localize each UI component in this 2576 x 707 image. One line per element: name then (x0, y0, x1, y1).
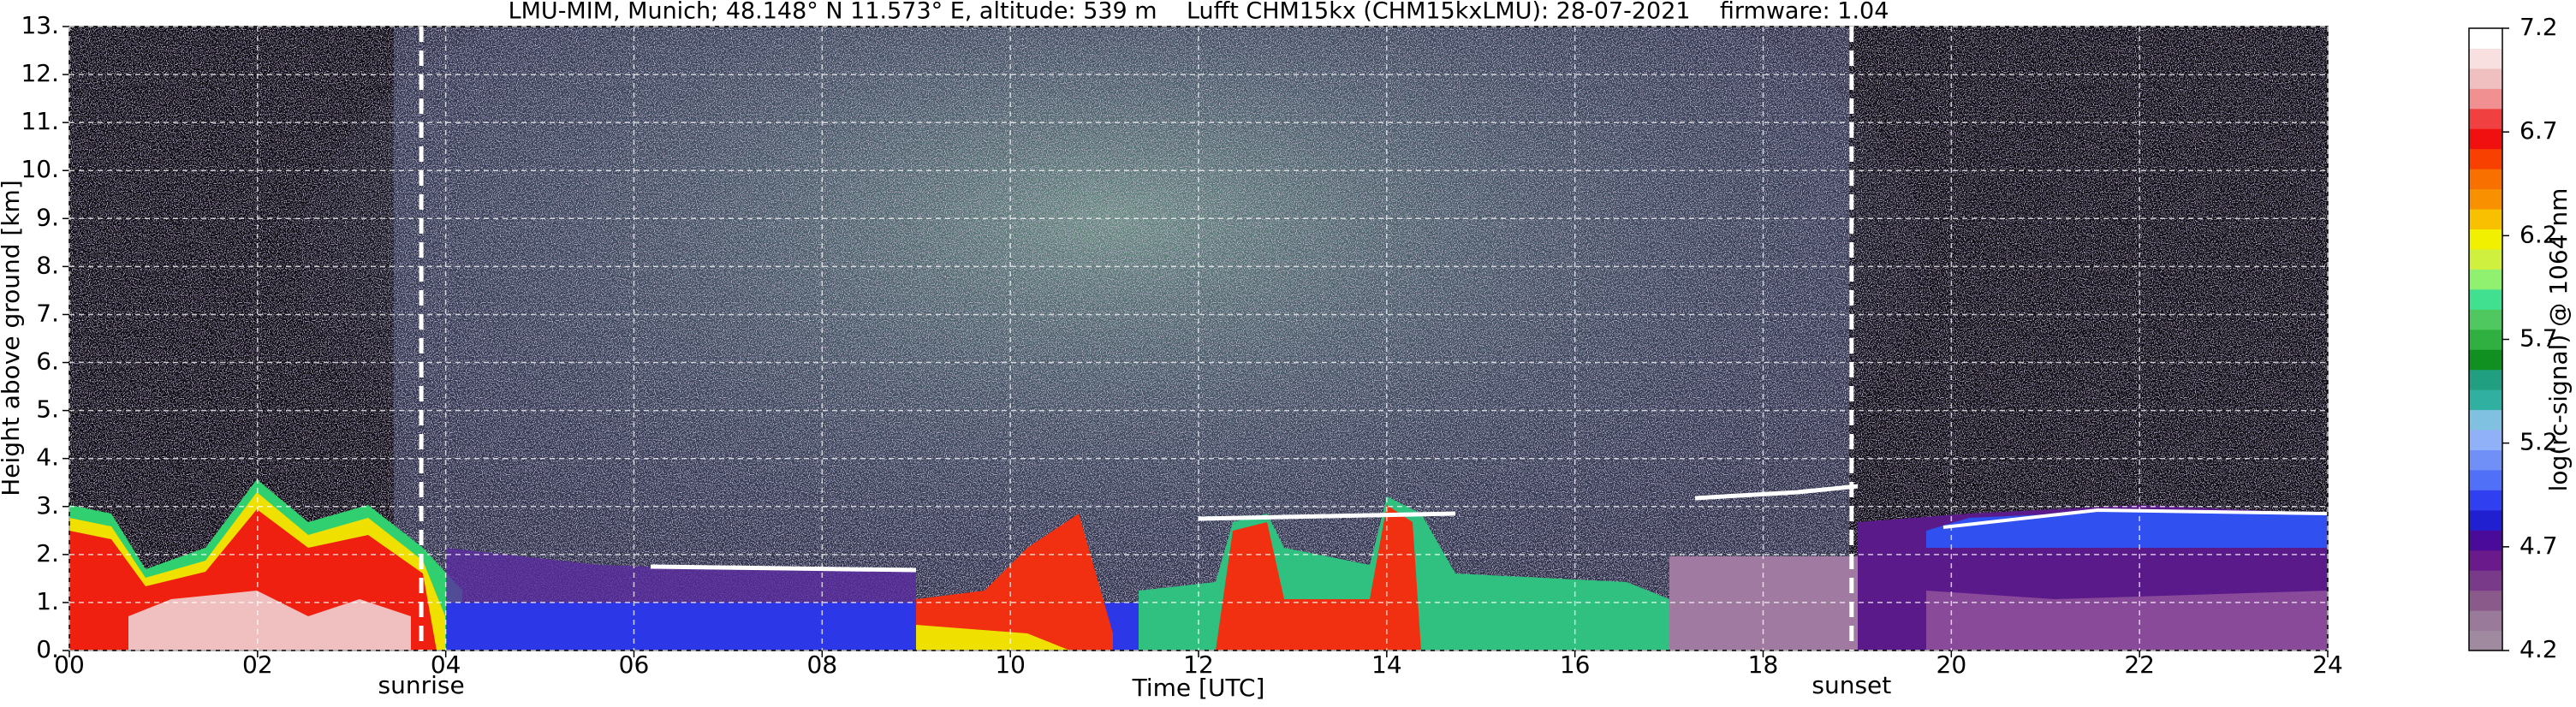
colorbar-segment (2469, 309, 2502, 330)
colorbar-segment (2469, 28, 2502, 49)
y-tick-label: 13. (21, 11, 59, 39)
x-tick-label: 12 (1183, 651, 1214, 679)
colorbar-segment (2469, 550, 2502, 571)
annotation-label: sunrise (378, 671, 464, 699)
colorbar-tick-label: 6.2 (2519, 220, 2558, 248)
colorbar-label: log(rc-signal) @ 1064 nm (2544, 188, 2573, 492)
y-tick-label: 11. (21, 107, 59, 135)
colorbar-segment (2469, 630, 2502, 651)
colorbar-segment (2469, 469, 2502, 490)
x-tick-label: 00 (54, 651, 85, 679)
y-tick-label: 0. (36, 635, 59, 663)
y-tick-label: 9. (36, 203, 59, 231)
x-tick-label: 10 (995, 651, 1026, 679)
x-axis-label: Time [UTC] (1132, 674, 1265, 702)
x-tick-label: 22 (2124, 651, 2155, 679)
colorbar-tick-label: 6.7 (2519, 116, 2558, 145)
colorbar-segment (2469, 590, 2502, 611)
colorbar-segment (2469, 430, 2502, 450)
y-tick-label: 10. (21, 155, 59, 183)
colorbar-tick-label: 7.2 (2519, 13, 2558, 41)
colorbar-segment (2469, 108, 2502, 129)
colorbar-segment (2469, 509, 2502, 531)
colorbar-segment (2469, 610, 2502, 632)
colorbar-segment (2469, 248, 2502, 270)
x-tick-label: 18 (1748, 651, 1779, 679)
colorbar-segment (2469, 68, 2502, 89)
colorbar-segment (2469, 148, 2502, 169)
y-tick-label: 8. (36, 251, 59, 279)
colorbar-segment (2469, 88, 2502, 110)
colorbar-tick-label: 4.2 (2519, 635, 2558, 663)
colorbar-segment (2469, 188, 2502, 210)
x-tick-label: 04 (431, 651, 461, 679)
colorbar-segment (2469, 530, 2502, 551)
chart-title: LMU-MIM, Munich; 48.148° N 11.573° E, al… (509, 0, 1889, 25)
colorbar-tick-label: 4.7 (2519, 532, 2558, 560)
colorbar-segment (2469, 229, 2502, 250)
x-tick-label: 06 (619, 651, 650, 679)
colorbar-segment (2469, 169, 2502, 190)
x-tick-label: 02 (242, 651, 273, 679)
colorbar-tick-label: 5.7 (2519, 324, 2558, 353)
y-tick-label: 7. (36, 299, 59, 327)
y-axis-label: Height above ground [km] (0, 180, 25, 496)
colorbar-segment (2469, 490, 2502, 511)
y-tick-label: 6. (36, 348, 59, 376)
y-tick-label: 12. (21, 59, 59, 87)
colorbar-segment (2469, 128, 2502, 150)
colorbar-segment (2469, 209, 2502, 230)
x-tick-label: 14 (1371, 651, 1402, 679)
colorbar-segment (2469, 288, 2502, 310)
x-tick-label: 16 (1560, 651, 1591, 679)
y-tick-label: 4. (36, 443, 59, 472)
colorbar-segment (2469, 349, 2502, 371)
annotation-label: sunset (1812, 671, 1891, 699)
y-tick-label: 3. (36, 491, 59, 520)
y-tick-label: 1. (36, 587, 59, 615)
x-tick-label: 08 (807, 651, 838, 679)
colorbar-segment (2469, 369, 2502, 390)
x-tick-label: 20 (1936, 651, 1967, 679)
colorbar-segment (2469, 449, 2502, 471)
colorbar-segment (2469, 389, 2502, 411)
colorbar-segment (2469, 269, 2502, 290)
y-tick-label: 5. (36, 395, 59, 424)
colorbar-segment (2469, 329, 2502, 350)
colorbar-segment (2469, 48, 2502, 69)
x-tick-label: 24 (2312, 651, 2343, 679)
colorbar-segment (2469, 409, 2502, 431)
colorbar-tick-label: 5.2 (2519, 428, 2558, 456)
y-tick-label: 2. (36, 539, 59, 567)
colorbar-segment (2469, 570, 2502, 591)
